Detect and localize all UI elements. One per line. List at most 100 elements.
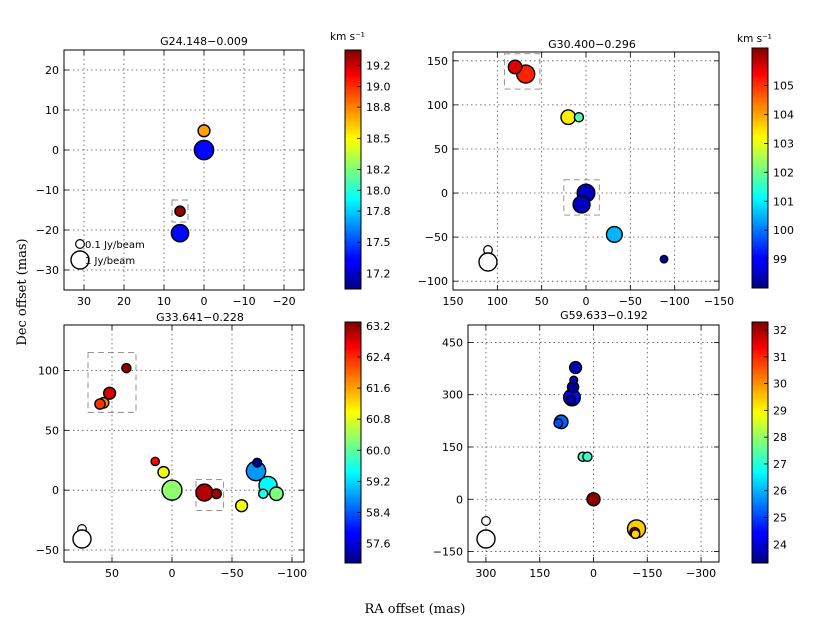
x-tick-label: 0 (590, 567, 597, 580)
x-tick-label: −100 (660, 295, 690, 308)
maser-spot (252, 457, 263, 468)
panel-title: G30.400−0.296 (548, 38, 636, 51)
legend-marker-small (481, 516, 491, 526)
maser-spot (170, 223, 190, 243)
maser-spot (121, 362, 132, 374)
maser-spot (507, 59, 523, 75)
x-tick-label: −20 (272, 295, 295, 308)
maser-spot (630, 529, 641, 540)
y-tick-label: −20 (36, 224, 59, 237)
x-tick-label: 0 (583, 295, 590, 308)
colorbar-tick-label: 18.5 (366, 132, 391, 145)
colorbar-tick-label: 57.6 (366, 538, 391, 551)
maser-spot (195, 483, 214, 502)
colorbar-tick-label: 60.8 (366, 413, 391, 426)
colorbar-gradient (751, 321, 769, 564)
y-tick-label: 20 (45, 64, 59, 77)
maser-spot (582, 451, 593, 462)
x-tick-label: −50 (220, 567, 243, 580)
y-tick-label: 450 (442, 336, 463, 349)
panel-title: G24.148−0.009 (160, 35, 248, 48)
colorbar-tick-label: 19.0 (366, 80, 391, 93)
axes-frame (63, 49, 305, 291)
y-tick-label: −30 (36, 264, 59, 277)
y-tick-label: 150 (427, 55, 448, 68)
figure-xlabel: RA offset (mas) (365, 602, 466, 617)
highlight-box (87, 352, 137, 413)
colorbar-tick-label: 27 (773, 458, 787, 471)
maser-spot (197, 124, 211, 138)
colorbar: 17.2 17.5 17.8 18.0 18.2 18.5 18.8 19.0 19.2 (344, 49, 391, 290)
plot-area: 300 150 0 −150 −300 450 300 150 0 −150 (433, 324, 720, 580)
colorbar-tick-label: 18.8 (366, 101, 391, 114)
y-tick-label: 0 (52, 484, 59, 497)
colorbar-tick-label: 24 (773, 538, 787, 551)
x-tick-label: 20 (117, 295, 131, 308)
colorbar-tick-label: 25 (773, 511, 787, 524)
x-tick-label: 0 (201, 295, 208, 308)
maser-spot (234, 499, 249, 513)
legend-label: 1 Jy/beam (85, 256, 135, 267)
colorbar-unit: km s⁻¹ (330, 31, 365, 43)
colorbar-tick-label: 58.4 (366, 506, 391, 519)
axes-frame (452, 51, 720, 291)
colorbar-tick-label: 17.2 (366, 267, 391, 280)
colorbar-tick-label: 100 (773, 224, 794, 237)
colorbar-tick-label: 102 (773, 166, 794, 179)
highlight-box (563, 179, 600, 216)
legend-marker-large (478, 252, 498, 272)
y-tick-label: 10 (45, 104, 59, 117)
y-tick-label: −100 (418, 275, 448, 288)
y-tick-label: 100 (38, 364, 59, 377)
colorbar: 24 25 26 27 28 29 30 31 32 (751, 321, 787, 564)
x-tick-label: −100 (277, 567, 307, 580)
panel-g33: G33.641−0.228 50 0 −50 −100 100 50 0 −50 57.6 58… (36, 311, 391, 580)
maser-spot (569, 375, 579, 385)
legend-label: 0.1 Jy/beam (85, 240, 145, 251)
panel-g30: G30.400−0.296 150 100 50 0 −50 −100 −150 150 100… (418, 33, 794, 308)
legend-marker-large (72, 529, 92, 549)
colorbar-tick-label: 101 (773, 195, 794, 208)
plot-area: 150 100 50 0 −50 −100 −150 150 100 50 0 −50 −100 (418, 51, 734, 308)
y-tick-label: −50 (36, 544, 59, 557)
maser-spot (560, 109, 577, 126)
colorbar-tick-label: 62.4 (366, 351, 391, 364)
panel-title: G59.633−0.192 (560, 309, 648, 322)
colorbar-tick-label: 59.2 (366, 475, 391, 488)
x-tick-label: 150 (443, 295, 464, 308)
x-tick-label: −150 (704, 295, 734, 308)
colorbar-tick-label: 99 (773, 253, 787, 266)
highlight-box (503, 53, 541, 90)
y-tick-label: 50 (45, 424, 59, 437)
panel-g24: G24.148−0.009 30 20 10 0 −10 −20 20 10 0 −10 −20 −3… (36, 31, 391, 308)
x-tick-label: 0 (169, 567, 176, 580)
maser-spot (193, 139, 215, 161)
colorbar-unit: km s⁻¹ (737, 33, 772, 45)
colorbar-tick-label: 17.8 (366, 205, 391, 218)
panel-title: G33.641−0.228 (156, 311, 244, 324)
colorbar-tick-label: 17.5 (366, 236, 391, 249)
y-tick-label: 100 (427, 99, 448, 112)
colorbar-tick-label: 18.0 (366, 184, 391, 197)
colorbar-tick-label: 32 (773, 324, 787, 337)
x-tick-label: 50 (535, 295, 549, 308)
maser-spot (94, 398, 106, 410)
maser-spot (553, 418, 564, 429)
x-tick-label: −300 (686, 567, 716, 580)
y-tick-label: 0 (456, 493, 463, 506)
figure-ylabel: Dec offset (mas) (15, 238, 30, 345)
colorbar-tick-label: 30 (773, 378, 787, 391)
maser-spot (573, 111, 585, 123)
maser-spot (257, 488, 269, 500)
x-tick-label: 30 (77, 295, 91, 308)
colorbar-tick-label: 31 (773, 351, 787, 364)
colorbar: 57.6 58.4 59.2 60.0 60.8 61.6 62.4 63.2 (344, 320, 391, 564)
y-tick-label: 50 (434, 143, 448, 156)
maser-spot (586, 492, 601, 507)
colorbar-tick-label: 29 (773, 404, 787, 417)
maser-spot (150, 456, 161, 467)
x-tick-label: −150 (632, 567, 662, 580)
y-tick-label: −10 (36, 184, 59, 197)
colorbar-tick-label: 104 (773, 109, 794, 122)
y-tick-label: 300 (442, 389, 463, 402)
